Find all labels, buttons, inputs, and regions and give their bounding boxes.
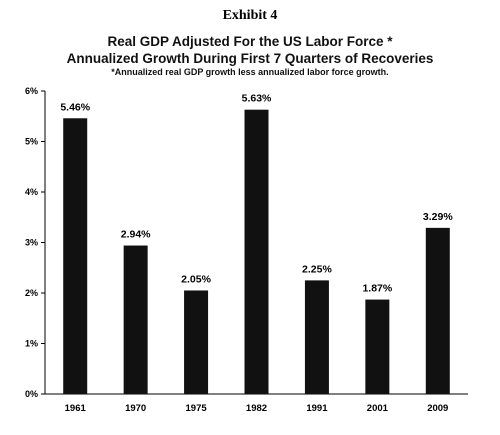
data-label: 1.87% (362, 283, 392, 295)
y-tick-label: 6% (25, 86, 38, 96)
data-label: 2.05% (181, 273, 211, 285)
data-label: 2.94% (121, 229, 151, 241)
x-tick-label: 2009 (427, 403, 448, 414)
y-tick-label: 4% (25, 187, 38, 197)
x-tick-label: 2001 (367, 403, 389, 414)
x-tick-label: 1961 (65, 403, 87, 414)
exhibit-label: Exhibit 4 (222, 8, 278, 23)
bar (63, 118, 88, 395)
data-label: 5.63% (242, 93, 272, 105)
y-tick-label: 0% (25, 389, 38, 399)
x-tick-label: 1970 (125, 403, 146, 414)
bar (184, 290, 209, 394)
chart-title-line2: Annualized Growth During First 7 Quarter… (66, 51, 434, 66)
bar (425, 227, 450, 394)
data-label: 2.25% (302, 263, 332, 275)
bar (244, 109, 269, 394)
chart-title: Real GDP Adjusted For the US Labor Force… (107, 34, 393, 49)
bar (304, 280, 329, 394)
bar (123, 245, 148, 394)
x-tick-label: 1975 (186, 403, 208, 414)
y-tick-label: 1% (25, 339, 38, 349)
x-tick-label: 1991 (306, 403, 328, 414)
data-label: 3.29% (423, 211, 453, 223)
data-label: 5.46% (60, 101, 90, 113)
y-tick-label: 2% (25, 288, 38, 298)
chart-subtitle: *Annualized real GDP growth less annuali… (111, 67, 389, 77)
y-tick-label: 5% (25, 137, 38, 147)
bar (365, 299, 390, 394)
y-tick-label: 3% (25, 238, 38, 248)
x-tick-label: 1982 (246, 403, 267, 414)
